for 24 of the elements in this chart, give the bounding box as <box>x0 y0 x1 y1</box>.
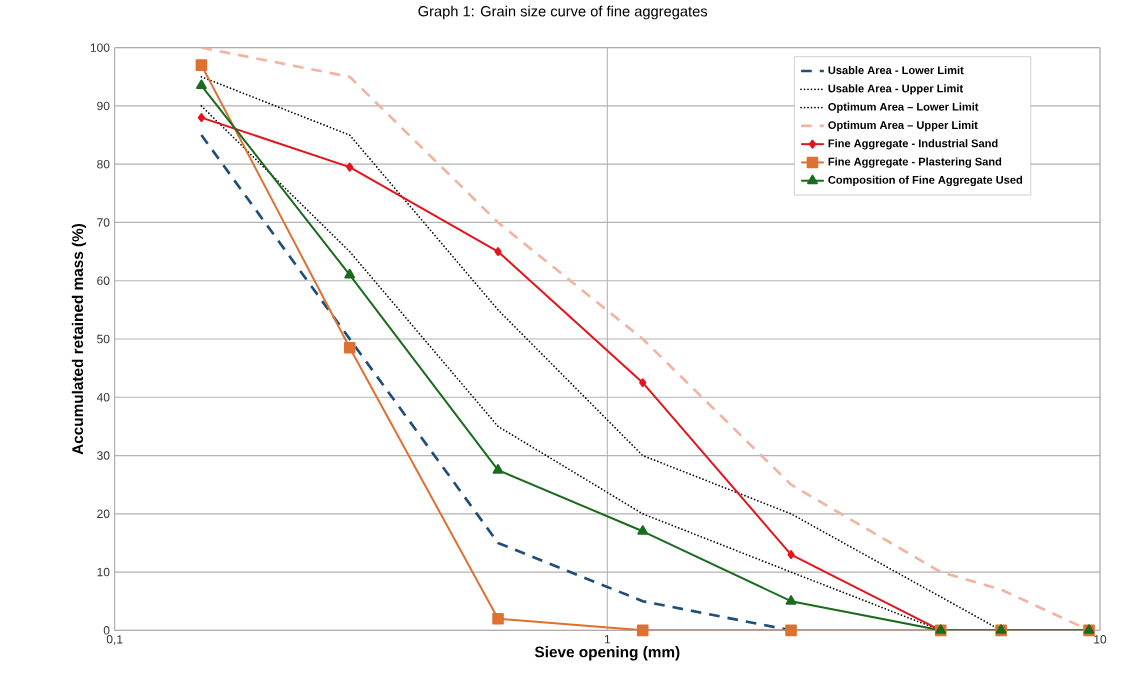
legend-label: Usable Area - Upper Limit <box>828 84 963 95</box>
y-tick-label: 40 <box>96 393 110 402</box>
legend-label: Composition of Fine Aggregate Used <box>828 175 1023 187</box>
x-tick-label: 1 <box>604 635 611 644</box>
y-tick-label: 90 <box>97 101 110 111</box>
y-tick-label: 50 <box>97 334 110 344</box>
x-tick-label: 10 <box>1094 635 1107 644</box>
x-tick-label: 0,1 <box>106 635 123 645</box>
y-tick-label: 30 <box>97 451 110 460</box>
legend-label: Usable Area - Lower Limit <box>828 66 964 75</box>
y-tick-label: 60 <box>97 276 110 285</box>
legend-label: Fine Aggregate - Industrial Sand <box>828 139 998 150</box>
y-axis-title: Accumulated retained mass (%) <box>71 223 87 455</box>
y-tick-label: 70 <box>97 218 110 227</box>
y-tick-label: 10 <box>97 567 110 577</box>
chart-title: Graph 1: Grain size curve of fine aggregates <box>418 5 708 20</box>
legend-label: Fine Aggregate - Plastering Sand <box>828 157 1002 168</box>
y-tick-label: 20 <box>97 509 110 519</box>
y-tick-label: 100 <box>90 43 110 52</box>
y-tick-label: 0 <box>103 626 110 635</box>
legend-label: Optimum Area – Upper Limit <box>828 120 978 132</box>
y-tick-label: 80 <box>97 159 110 169</box>
legend-label: Optimum Area – Lower Limit <box>828 102 979 113</box>
x-axis-title: Sieve opening (mm) <box>534 646 680 661</box>
